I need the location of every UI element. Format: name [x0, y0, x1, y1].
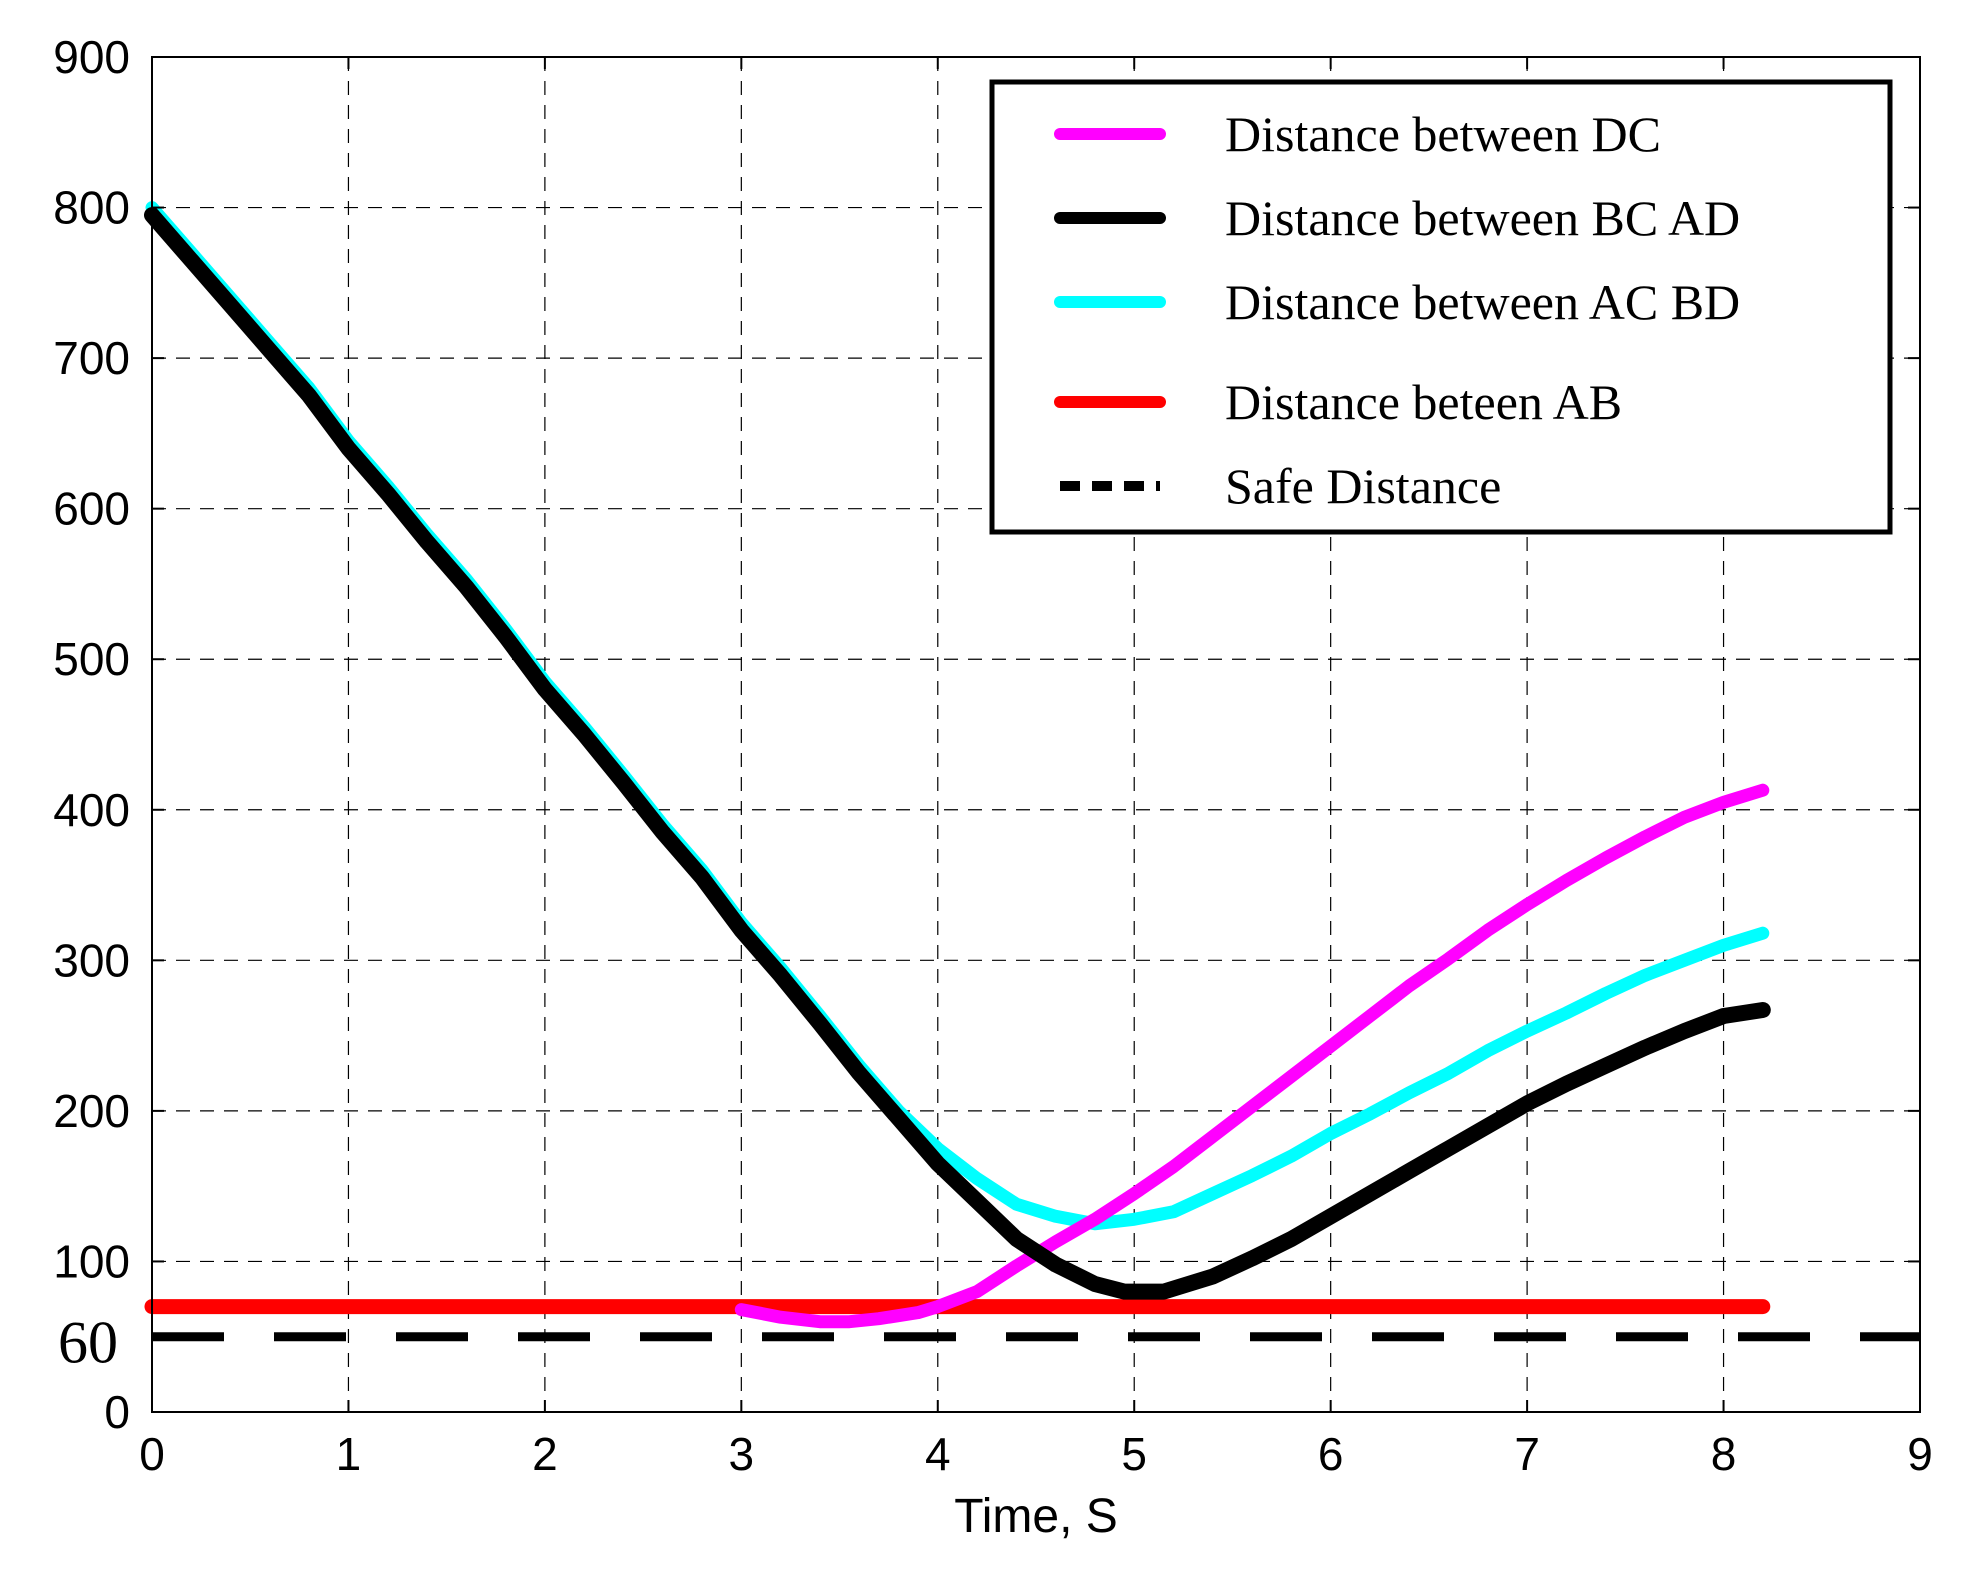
legend-label-distance-beteen-ab: Distance beteen AB	[1225, 374, 1622, 430]
axis-ticks: 0 1 2 3 4 5 6 7 8 9 0 100 200 300 400 500 600 700 800 900 60	[53, 31, 1933, 1480]
x-tick-label: 9	[1907, 1428, 1933, 1480]
y-tick-label: 100	[53, 1235, 130, 1287]
y-tick-label: 600	[53, 483, 130, 535]
x-tick-label: 8	[1711, 1428, 1737, 1480]
y-tick-label: 400	[53, 784, 130, 836]
legend-label-distance-between-bc-ad: Distance between BC AD	[1225, 190, 1740, 246]
legend-label-safe-distance: Safe Distance	[1225, 458, 1501, 514]
plot-area-frame	[151, 56, 1921, 1413]
x-axis-label: Time, S	[954, 1490, 1118, 1543]
y-tick-label: 500	[53, 633, 130, 685]
legend: Distance between DC Distance between BC A…	[989, 79, 1893, 535]
x-tick-label: 0	[139, 1428, 165, 1480]
y-tick-label: 200	[53, 1085, 130, 1137]
legend-label-distance-between-dc: Distance between DC	[1225, 106, 1661, 162]
x-tick-label: 7	[1514, 1428, 1540, 1480]
series-line-distance-between-dc	[734, 783, 1770, 1329]
x-tick-label: 1	[336, 1428, 362, 1480]
y-extra-label-safe-distance: 60	[58, 1310, 118, 1376]
x-tick-label: 5	[1121, 1428, 1147, 1480]
x-tick-label: 6	[1318, 1428, 1344, 1480]
y-tick-label: 900	[53, 31, 130, 83]
legend-label-distance-between-ac-bd: Distance between AC BD	[1225, 274, 1740, 330]
series-line-distance-between-bc-ad	[144, 207, 1771, 1300]
y-tick-label: 800	[53, 182, 130, 234]
x-tick-label: 3	[729, 1428, 755, 1480]
x-tick-label: 2	[532, 1428, 558, 1480]
x-tick-label: 4	[925, 1428, 951, 1480]
series-lines	[144, 201, 1920, 1342]
y-tick-label: 300	[53, 934, 130, 986]
legend-box	[989, 79, 1893, 535]
y-tick-label: 700	[53, 332, 130, 384]
y-tick-label: 0	[104, 1386, 130, 1438]
